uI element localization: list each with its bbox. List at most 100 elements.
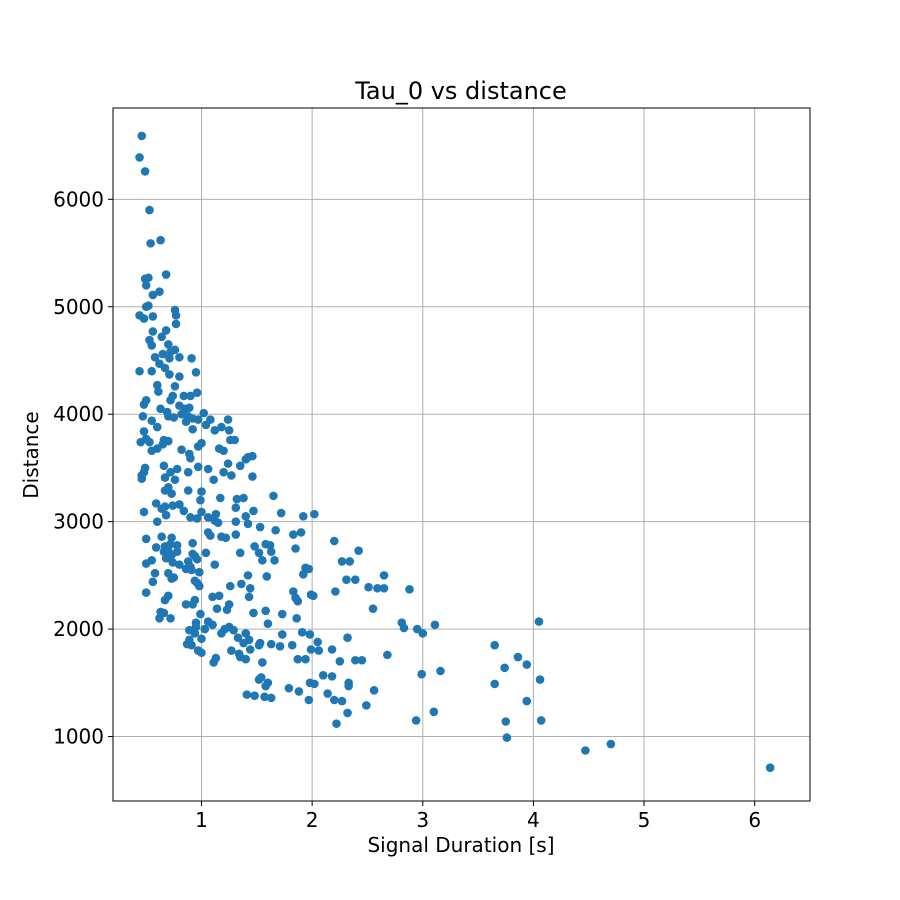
data-point <box>219 446 228 456</box>
data-point <box>217 629 226 638</box>
data-point <box>213 518 223 528</box>
data-point <box>327 645 337 654</box>
data-point <box>293 654 303 664</box>
data-point <box>165 354 174 363</box>
data-point <box>513 652 523 662</box>
data-point <box>411 716 421 725</box>
data-point <box>161 270 171 279</box>
data-point <box>135 153 144 162</box>
data-point <box>151 543 161 552</box>
y-tick-label: 6000 <box>53 187 104 211</box>
data-point <box>183 467 193 477</box>
data-point <box>186 453 195 463</box>
data-point <box>235 548 245 558</box>
data-point <box>145 205 154 215</box>
data-point <box>136 437 145 447</box>
data-point <box>188 424 197 434</box>
data-point <box>254 640 264 650</box>
data-point <box>155 287 164 297</box>
data-point <box>175 500 184 509</box>
data-point <box>161 553 171 563</box>
data-point <box>177 445 186 454</box>
data-point <box>232 494 242 504</box>
data-point <box>161 510 171 520</box>
data-point <box>343 633 352 642</box>
data-point <box>379 583 389 593</box>
data-point <box>261 539 270 549</box>
data-point <box>148 312 158 321</box>
data-point <box>191 622 201 632</box>
data-point <box>248 472 257 481</box>
data-point <box>261 606 270 616</box>
data-point <box>187 354 196 363</box>
data-point <box>344 681 353 691</box>
data-point <box>245 645 255 654</box>
data-point <box>255 522 265 532</box>
data-point <box>298 511 308 521</box>
data-point <box>146 239 155 248</box>
data-point <box>187 565 196 575</box>
data-point <box>203 513 213 522</box>
data-point <box>164 340 173 349</box>
data-point <box>141 559 151 568</box>
x-tick-label: 2 <box>306 808 319 832</box>
data-point <box>308 591 318 601</box>
data-point <box>417 669 426 679</box>
data-point <box>241 654 251 664</box>
data-point <box>248 451 257 461</box>
data-point <box>157 532 166 541</box>
data-point <box>188 538 197 548</box>
data-point <box>216 493 225 503</box>
data-point <box>190 629 200 638</box>
data-point <box>175 352 184 362</box>
data-point <box>606 739 616 749</box>
data-point <box>166 395 175 405</box>
data-point <box>210 426 220 435</box>
y-tick-label: 2000 <box>53 617 104 641</box>
data-point <box>765 763 775 772</box>
data-point <box>201 548 211 558</box>
data-point <box>160 502 170 511</box>
data-point <box>250 542 259 551</box>
data-point <box>329 695 339 705</box>
data-point <box>262 572 272 581</box>
data-point <box>141 280 151 290</box>
data-point <box>211 653 221 663</box>
x-tick-label: 6 <box>748 808 761 832</box>
data-point <box>193 462 203 472</box>
data-point <box>364 582 373 592</box>
x-tick-label: 4 <box>527 808 540 832</box>
data-point <box>150 568 160 578</box>
data-point <box>296 528 306 537</box>
data-point <box>210 560 220 569</box>
data-point <box>275 641 285 651</box>
data-point <box>418 629 428 638</box>
data-point <box>186 513 195 522</box>
data-point <box>500 663 509 673</box>
data-point <box>304 695 314 705</box>
data-point <box>260 692 269 702</box>
data-point <box>536 716 546 725</box>
data-point <box>314 646 324 655</box>
data-point <box>200 624 210 634</box>
data-point <box>310 679 319 689</box>
data-point <box>221 533 231 543</box>
data-point <box>168 558 178 567</box>
data-point <box>170 475 180 485</box>
data-point <box>193 415 203 424</box>
data-point <box>196 609 205 619</box>
data-point <box>369 686 379 695</box>
data-point <box>239 638 248 648</box>
data-point <box>277 630 287 639</box>
data-point <box>294 687 304 696</box>
data-point <box>230 435 239 445</box>
data-point <box>534 617 544 626</box>
data-point <box>405 585 414 594</box>
data-point <box>306 645 316 654</box>
data-point <box>179 506 189 516</box>
data-point <box>350 655 360 665</box>
data-point <box>490 679 499 689</box>
data-point <box>331 587 340 596</box>
data-point <box>337 557 347 566</box>
y-tick-label: 1000 <box>53 725 104 749</box>
